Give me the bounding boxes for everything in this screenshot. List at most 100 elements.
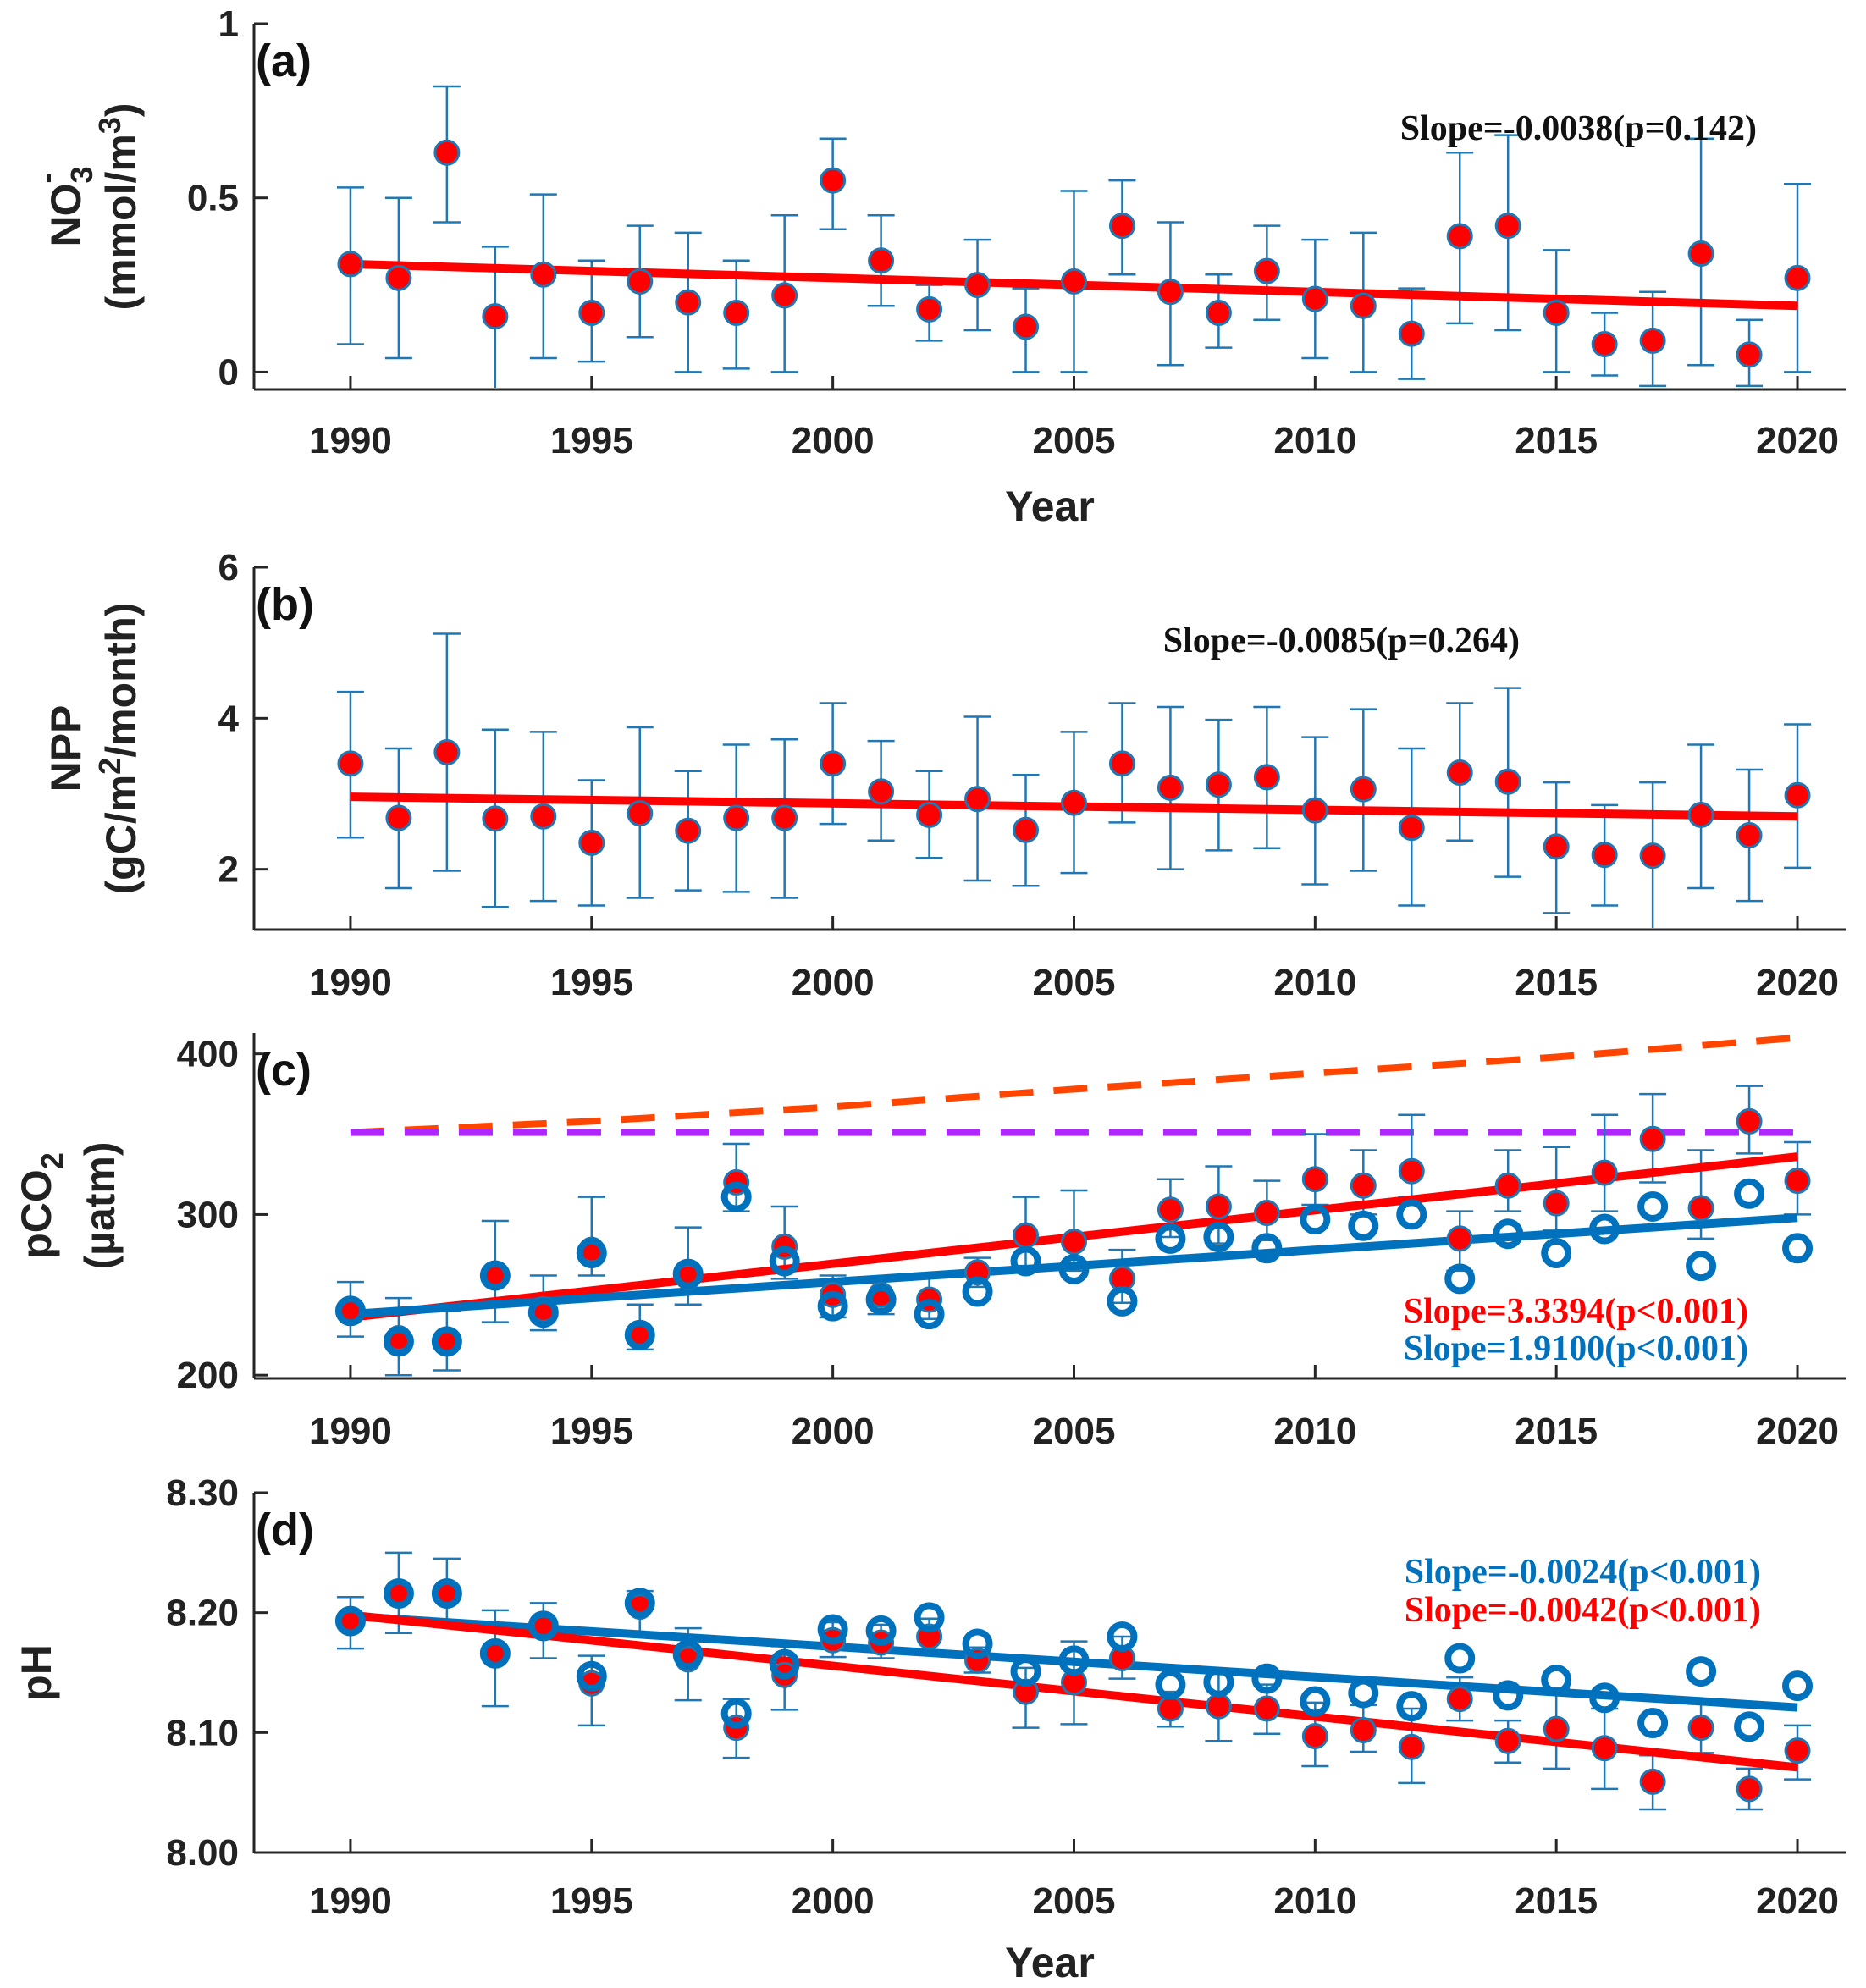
x-tick-label: 2000 [792,1411,875,1452]
y-axis-label: NPP [42,705,90,792]
data-point-blue [1058,1645,1090,1676]
data-point-blue [479,1260,511,1291]
data-point-blue [1637,1190,1669,1222]
data-point-blue [817,1614,848,1645]
x-tick-label: 2000 [792,1880,875,1922]
x-tick-label: 1990 [309,1880,392,1922]
data-point-blue [1541,1665,1572,1695]
data-point-blue [720,1698,752,1729]
data-point-blue [1348,1677,1379,1709]
data-point-red [1446,1686,1473,1713]
data-point-observed [1543,833,1570,860]
data-point-observed [1108,213,1135,240]
data-point-observed [771,282,798,309]
panel-a: 1990 1995 2000 2005 2010 2015 2020 0 0.5 1 (a) Year… [29,3,1846,530]
data-point-observed [1446,223,1473,250]
data-point-blue [769,1648,800,1680]
data-point-observed [1736,341,1763,368]
data-point-observed [1350,292,1377,319]
x-tick-label: 2020 [1756,962,1839,1003]
data-point-observed [578,299,605,326]
data-point-blue [1493,1680,1524,1711]
y-axis-label: NO3- [29,166,99,246]
y-unit-sup: 3 [92,117,127,134]
data-point-observed [337,750,364,777]
slope-annotation: Slope=-0.0038(p=0.142) [1400,109,1757,148]
data-point-blue [817,1290,848,1322]
panel-label: (b) [256,579,314,630]
data-point-red [1687,1195,1714,1222]
data-point-blue [962,1628,993,1659]
data-point-blue [865,1284,897,1316]
data-point-red [1736,1107,1763,1135]
data-point-observed [385,804,412,831]
x-axis-label: Year [1005,483,1095,530]
data-point-observed [1013,313,1040,340]
data-point-observed [1494,213,1521,240]
x-tick-label: 2020 [1756,1880,1839,1922]
x-tick-label: 1990 [309,1411,392,1452]
y-tick-label: 300 [177,1194,239,1235]
data-point-blue [1300,1204,1331,1235]
y-axis-unit-label: (gC/m2/month) [92,603,145,895]
x-tick-label: 2015 [1515,420,1598,461]
plot-area [334,1034,1814,1377]
x-tick-label: 2000 [792,962,875,1003]
data-point-red [1157,1196,1184,1223]
data-point-blue [1686,1656,1717,1687]
data-point-observed [964,272,991,299]
data-point-blue [865,1615,897,1646]
data-point-blue [1348,1210,1379,1241]
data-point-blue [479,1637,511,1669]
data-point-observed [482,805,509,832]
data-point-red [1350,1172,1377,1199]
data-point-observed [530,261,557,288]
data-point-blue [1010,1656,1041,1687]
y-tick-label: 6 [218,547,239,588]
slope-annotation: Slope=-0.0024(p<0.001) [1405,1553,1761,1592]
data-point-blue [672,1258,704,1289]
data-point-red [1591,1735,1618,1762]
data-point-blue [383,1326,414,1357]
x-tick-label: 2005 [1033,1411,1116,1452]
x-tick-label: 1995 [550,1411,633,1452]
y-tick-label: 8.20 [166,1593,239,1634]
data-point-observed [675,289,702,316]
data-point-observed [433,738,461,765]
data-point-observed [723,299,750,326]
y-label-sub: 2 [35,1152,69,1169]
data-point-observed [1301,285,1328,312]
data-point-observed [1687,801,1714,828]
data-point-observed [1205,299,1232,326]
y-unit-main: (gC/m [97,775,145,895]
data-point-observed [916,801,943,828]
data-point-blue [1155,1669,1186,1700]
x-tick-label: 2005 [1033,420,1116,461]
x-tick-label: 2010 [1273,1880,1356,1922]
data-point-blue [1734,1178,1765,1209]
data-point-observed [771,804,798,831]
data-point-blue [1251,1663,1283,1694]
data-point-red [1543,1190,1570,1217]
y-unit-end: ) [97,102,145,117]
data-point-blue [1155,1223,1186,1254]
y-axis-label: pH [13,1644,60,1701]
data-point-observed [1591,331,1618,358]
y-tick-label: 0 [218,351,239,393]
data-point-blue [672,1639,704,1670]
data-point-blue [431,1326,462,1357]
data-point-red [1253,1200,1280,1227]
data-point-observed [1060,268,1087,295]
data-point-blue [1107,1285,1138,1317]
data-point-red [1205,1693,1232,1720]
data-point-blue [1541,1237,1572,1268]
x-tick-label: 1995 [550,420,633,461]
y-label-main: NO [42,184,90,247]
data-point-observed [1784,781,1811,809]
y-tick-label: 200 [177,1355,239,1396]
data-point-blue [576,1237,607,1268]
data-point-red [1446,1225,1473,1252]
data-point-observed [1784,264,1811,291]
data-point-observed [723,804,750,831]
